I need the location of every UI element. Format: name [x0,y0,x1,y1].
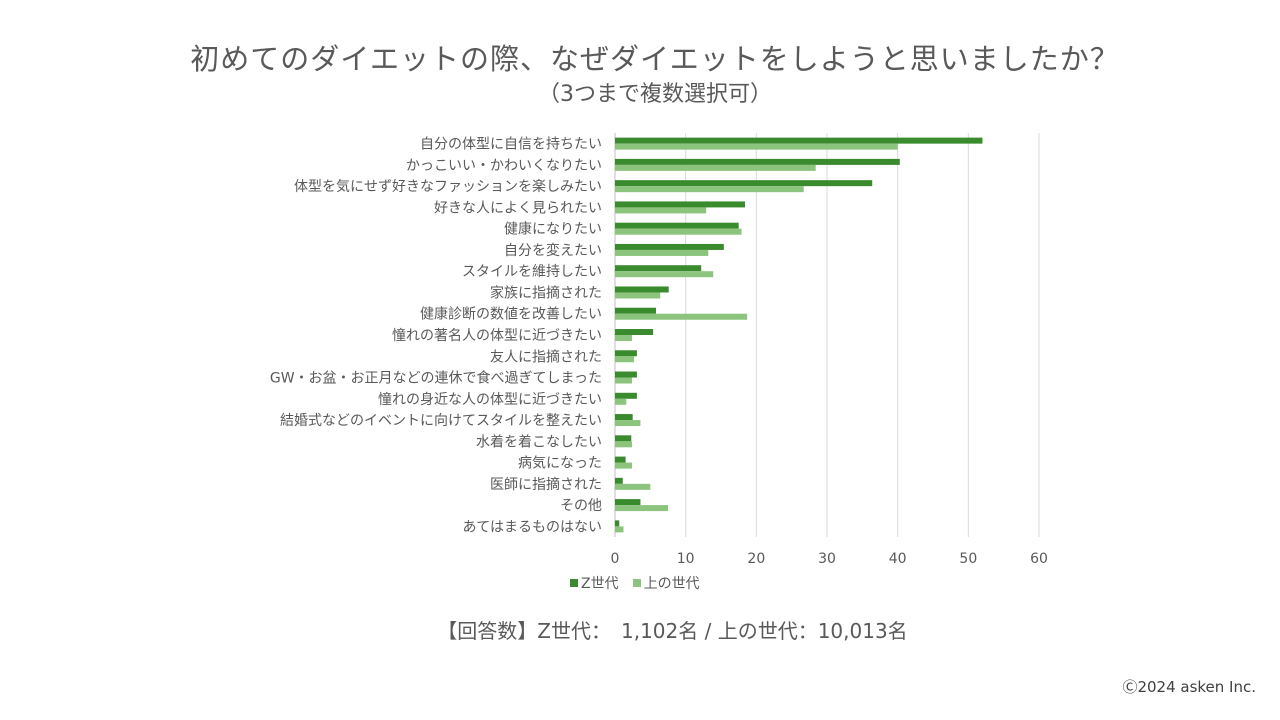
legend: Z世代 上の世代 [570,573,700,593]
bar-z-generation [615,499,641,506]
chart-subtitle: （3つまで複数選択可） [538,82,772,107]
legend-swatch-z [570,579,578,587]
bar-z-generation [615,329,654,335]
bar-z-generation [615,180,873,187]
bar-upper-generation [615,483,651,490]
bar-upper-generation [615,462,632,469]
response-count-footnote: 【回答数】Z世代： 1,102名 / 上の世代：10,013名 [437,619,908,643]
category-label: 健康になりたい [504,221,602,238]
category-label: 家族に指摘された [490,284,602,301]
grid-lines [614,133,1040,537]
bar-z-generation [615,243,724,250]
bar-upper-generation [615,186,804,193]
x-tick-label: 0 [611,551,620,567]
x-tick-label: 10 [677,551,695,567]
bar-upper-generation [615,335,632,341]
bar-z-generation [615,158,900,165]
bar-upper-generation [615,313,748,320]
category-label: 体型を気にせず好きなファッションを楽しみたい [294,179,602,195]
x-tick-label: 40 [889,551,907,567]
category-label: 健康診断の数値を改善したい [420,306,602,323]
bar-z-generation [615,222,739,229]
category-label: 憧れの著名人の体型に近づきたい [392,328,602,344]
bar-upper-generation [615,228,742,235]
bar-z-generation [615,435,632,442]
x-tick-label: 30 [818,551,836,567]
copyright: Ⓒ2024 asken Inc. [1122,678,1256,696]
x-tick-label: 60 [1030,551,1048,567]
bar-z-generation [615,520,620,527]
bar-upper-generation [615,398,627,405]
category-label: あてはまるものはない [463,519,602,535]
bar-upper-generation [615,505,668,512]
bar-upper-generation [615,377,632,384]
bar-z-generation [615,286,669,293]
bar-z-generation [615,371,637,378]
bar-z-generation [615,392,637,399]
x-tick-labels: 0 10 20 30 40 50 60 [611,551,1048,567]
category-label: 憧れの身近な人の体型に近づきたい [378,392,602,408]
category-label: 水着を着こなしたい [476,434,602,450]
bar-upper-generation [615,356,635,363]
bar-z-generation [615,414,633,421]
bar-z-generation [615,137,983,144]
bar-z-generation [615,456,626,463]
bar-upper-generation [615,249,709,256]
x-tick-label: 50 [959,551,977,567]
category-label: 結婚式などのイベントに向けてスタイルを整えたい [280,413,602,429]
bar-z-generation [615,265,702,272]
bar-upper-generation [615,420,641,427]
chart-title: 初めてのダイエットの際、なぜダイエットをしようと思いましたか？ [190,42,1120,76]
x-tick-label: 20 [747,551,765,567]
category-label: 医師に指摘された [490,476,602,493]
category-label: 自分の体型に自信を持ちたい [420,137,602,153]
category-label: 友人に指摘された [490,348,602,365]
bar-upper-generation [615,207,707,214]
bars [615,137,983,533]
category-label: スタイルを維持したい [462,264,602,280]
category-label: GW・お盆・お正月などの連休で食べ過ぎてしまった [270,370,602,387]
bar-upper-generation [615,271,714,278]
bar-z-generation [615,201,746,208]
category-label: かっこいい・かわいくなりたい [406,158,602,174]
legend-label-z: Z世代 [581,576,619,592]
bar-upper-generation [615,164,816,171]
legend-item-z: Z世代 [570,573,619,593]
category-labels: 自分の体型に自信を持ちたいかっこいい・かわいくなりたい体型を気にせず好きなファッ… [270,137,602,536]
bar-z-generation [615,350,637,357]
category-label: 自分を変えたい [504,242,602,259]
category-label: 好きな人によく見られたい [434,200,602,216]
bar-z-generation [615,477,623,484]
bar-upper-generation [615,292,661,299]
category-label: その他 [560,498,602,514]
bar-z-generation [615,307,656,314]
legend-swatch-upper [632,579,641,587]
category-label: 病気になった [518,456,602,472]
bar-upper-generation [615,526,624,533]
legend-label-upper: 上の世代 [643,576,700,592]
bar-upper-generation [615,441,632,448]
bar-upper-generation [615,143,898,150]
legend-item-upper: 上の世代 [632,573,700,593]
